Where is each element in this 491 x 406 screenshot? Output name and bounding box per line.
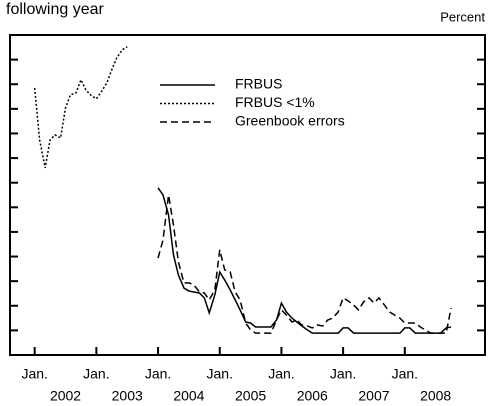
year-label: 2006: [297, 388, 328, 404]
year-label: 2008: [420, 388, 451, 404]
year-label: 2002: [50, 388, 81, 404]
x-tick-label: Jan.: [145, 366, 171, 382]
x-tick-label: Jan.: [330, 366, 356, 382]
series-line: [157, 187, 452, 334]
year-label: 2005: [235, 388, 266, 404]
legend-label: Greenbook errors: [235, 113, 345, 129]
legend-label: FRBUS <1%: [235, 94, 315, 110]
x-tick-label: Jan.: [268, 366, 294, 382]
year-label: 2004: [173, 388, 204, 404]
series-line: [157, 194, 452, 334]
x-tick-label: Jan.: [392, 366, 418, 382]
plot-frame: [9, 34, 486, 356]
chart-title: following year: [6, 1, 105, 18]
series-line: [33, 46, 128, 169]
x-tick-label: Jan.: [21, 366, 47, 382]
x-tick-label: Jan.: [207, 366, 233, 382]
legend-label: FRBUS: [235, 76, 282, 92]
year-label: 2003: [112, 388, 143, 404]
year-label: 2007: [358, 388, 389, 404]
y-axis-label: Percent: [440, 9, 485, 24]
x-tick-label: Jan.: [83, 366, 109, 382]
